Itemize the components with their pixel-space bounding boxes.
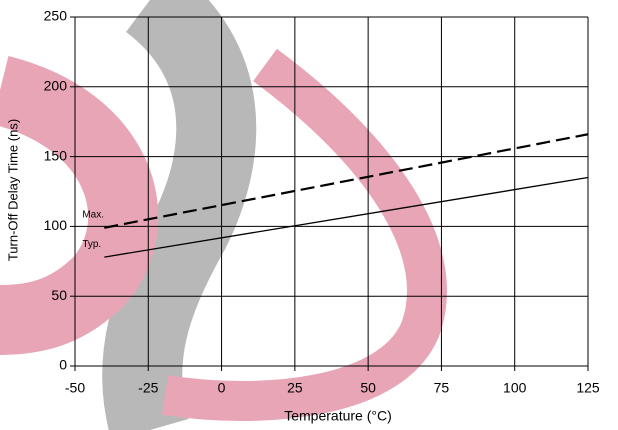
watermark-pink-left [0,56,158,355]
watermark [0,0,447,430]
x-tick-label: 0 [218,380,226,396]
series-line [104,176,589,258]
x-tick-label: 100 [503,380,527,396]
x-tick-label: -50 [65,380,85,396]
y-tick-label: 50 [51,287,67,303]
x-tick-label: 25 [287,380,303,396]
series-label: Max. [82,209,104,220]
x-tick-label: 125 [576,380,600,396]
y-tick-label: 0 [59,357,67,373]
x-tick-label: 50 [360,380,376,396]
y-tick-label: 150 [44,147,68,163]
y-tick-label: 250 [44,8,68,24]
y-axis-label: Turn-Off Delay Time (ns) [5,119,20,261]
x-tick-label: 75 [434,380,450,396]
watermark-pink-right [161,48,447,421]
y-tick-label: 100 [44,217,68,233]
series-line [104,133,589,229]
x-axis-label: Temperature (°C) [284,408,392,424]
series-label: Typ. [82,239,101,250]
y-tick-label: 200 [44,78,68,94]
watermark-gray [102,0,257,430]
x-tick-label: -25 [138,380,158,396]
